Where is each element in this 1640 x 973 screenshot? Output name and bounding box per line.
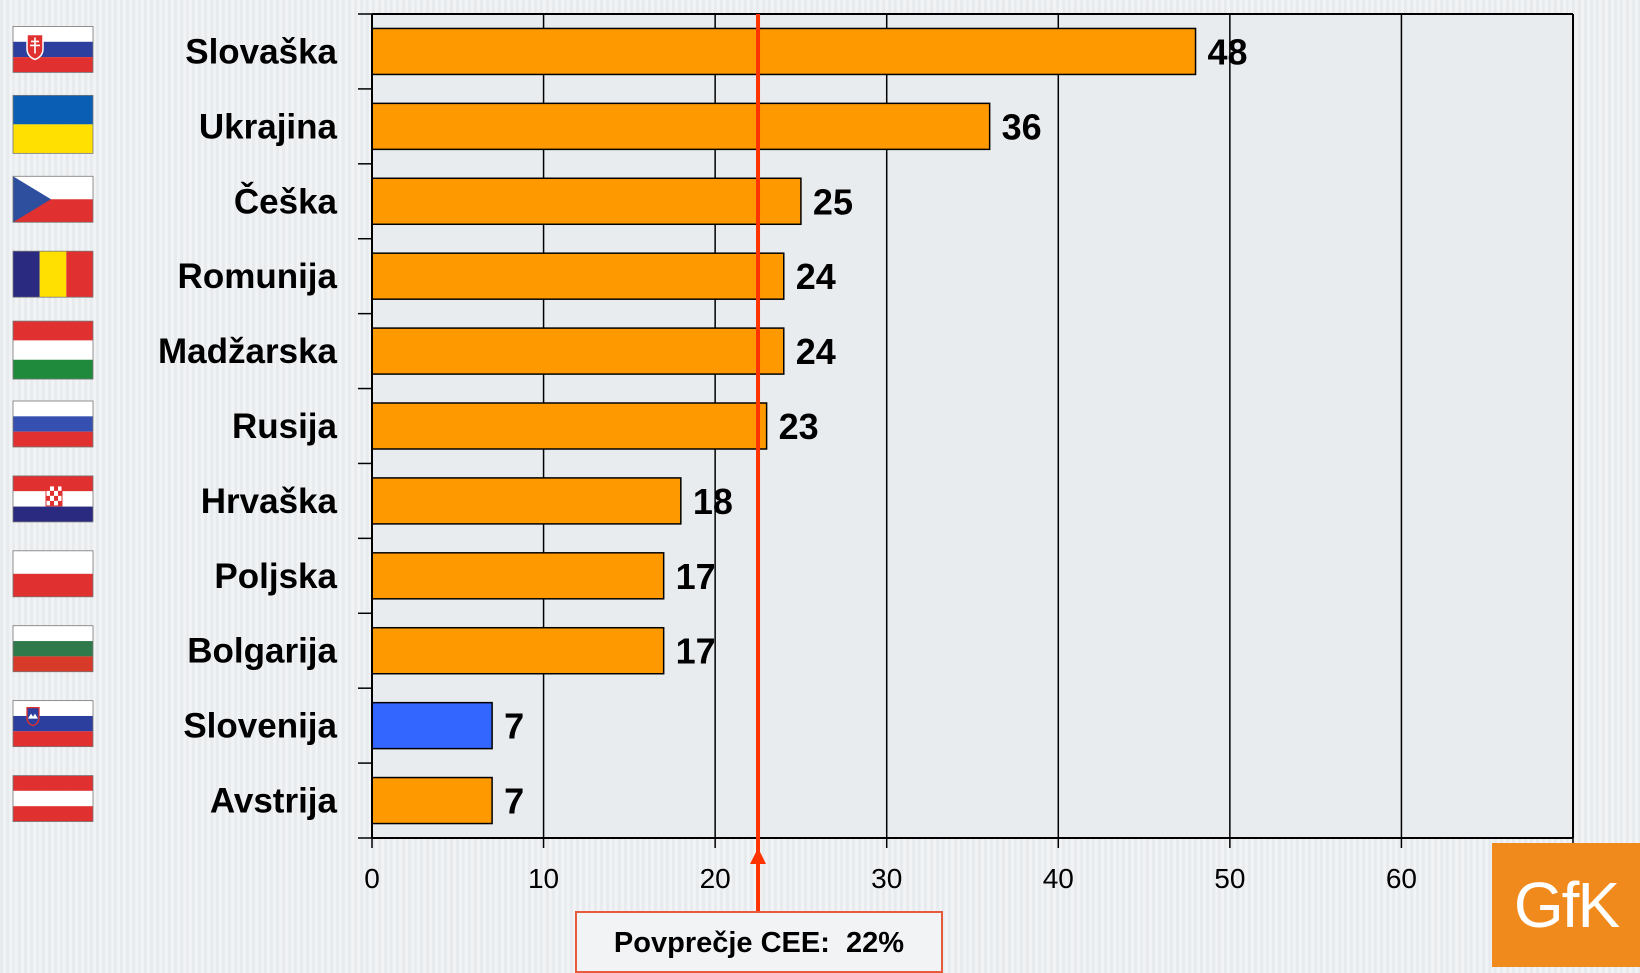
czech-flag-icon: [12, 175, 94, 223]
average-arrow-icon: [750, 848, 767, 864]
value-label: 23: [779, 406, 819, 447]
bars: [371, 27, 1197, 825]
bar-madžarska: [371, 327, 785, 375]
x-tick-label: 20: [700, 863, 731, 894]
croatia-flag-icon: [12, 475, 94, 523]
bar-slovaška: [371, 27, 1197, 76]
value-label: 48: [1208, 31, 1248, 72]
x-tick-label: 30: [871, 863, 902, 894]
value-label: 24: [796, 331, 836, 372]
value-labels: 48 36 25 24 24 23 18 17 17 7 7: [504, 31, 1247, 821]
ukraine-flag-icon: [12, 94, 94, 154]
austria-flag-icon: [12, 775, 94, 822]
category-labels: Slovaška Ukrajina Češka Romunija Madžarska Ru…: [158, 32, 338, 820]
bar-hrvaška: [371, 477, 682, 525]
slovenia-flag-icon: [12, 700, 94, 748]
value-label: 7: [504, 781, 524, 822]
category-label: Češka: [234, 181, 338, 221]
category-label: Hrvaška: [201, 482, 338, 521]
value-label: 36: [1002, 106, 1042, 147]
x-tick-label: 60: [1386, 863, 1417, 894]
category-label: Slovaška: [185, 32, 337, 71]
value-label: 25: [813, 181, 853, 222]
category-label: Ukrajina: [199, 107, 338, 146]
average-label: Povprečje CEE: 22%: [575, 911, 943, 973]
bar-poljska: [371, 552, 665, 600]
category-label: Romunija: [178, 257, 338, 296]
x-tick-label: 0: [364, 863, 380, 894]
average-reference-line: [750, 14, 767, 911]
bar-ukrajina: [371, 102, 991, 151]
category-label: Madžarska: [158, 332, 338, 371]
bar-slovenija: [371, 701, 493, 750]
category-label: Bolgarija: [187, 632, 337, 671]
bar-avstrija: [371, 776, 493, 825]
value-label: 18: [693, 481, 733, 522]
slovakia-flag-icon: [12, 26, 94, 73]
hungary-flag-icon: [12, 320, 94, 380]
value-label: 17: [676, 631, 716, 672]
bar-bolgarija: [371, 626, 665, 675]
category-label: Avstrija: [210, 782, 338, 821]
x-tick-label: 40: [1043, 863, 1074, 894]
bar-romunija: [371, 252, 785, 300]
gfk-logo: GfK: [1492, 843, 1640, 967]
russia-flag-icon: [12, 400, 94, 448]
bar-češka: [371, 177, 802, 226]
flags: [12, 26, 94, 822]
value-label: 7: [504, 706, 524, 747]
bulgaria-flag-icon: [12, 625, 94, 673]
romania-flag-icon: [12, 250, 94, 298]
category-label: Rusija: [232, 407, 338, 446]
poland-flag-icon: [12, 550, 94, 598]
value-label: 17: [676, 556, 716, 597]
category-label: Slovenija: [183, 707, 337, 746]
x-tick-label: 50: [1214, 863, 1245, 894]
category-label: Poljska: [214, 557, 337, 596]
value-label: 24: [796, 256, 836, 297]
x-tick-label: 10: [528, 863, 559, 894]
bar-rusija: [371, 402, 768, 450]
